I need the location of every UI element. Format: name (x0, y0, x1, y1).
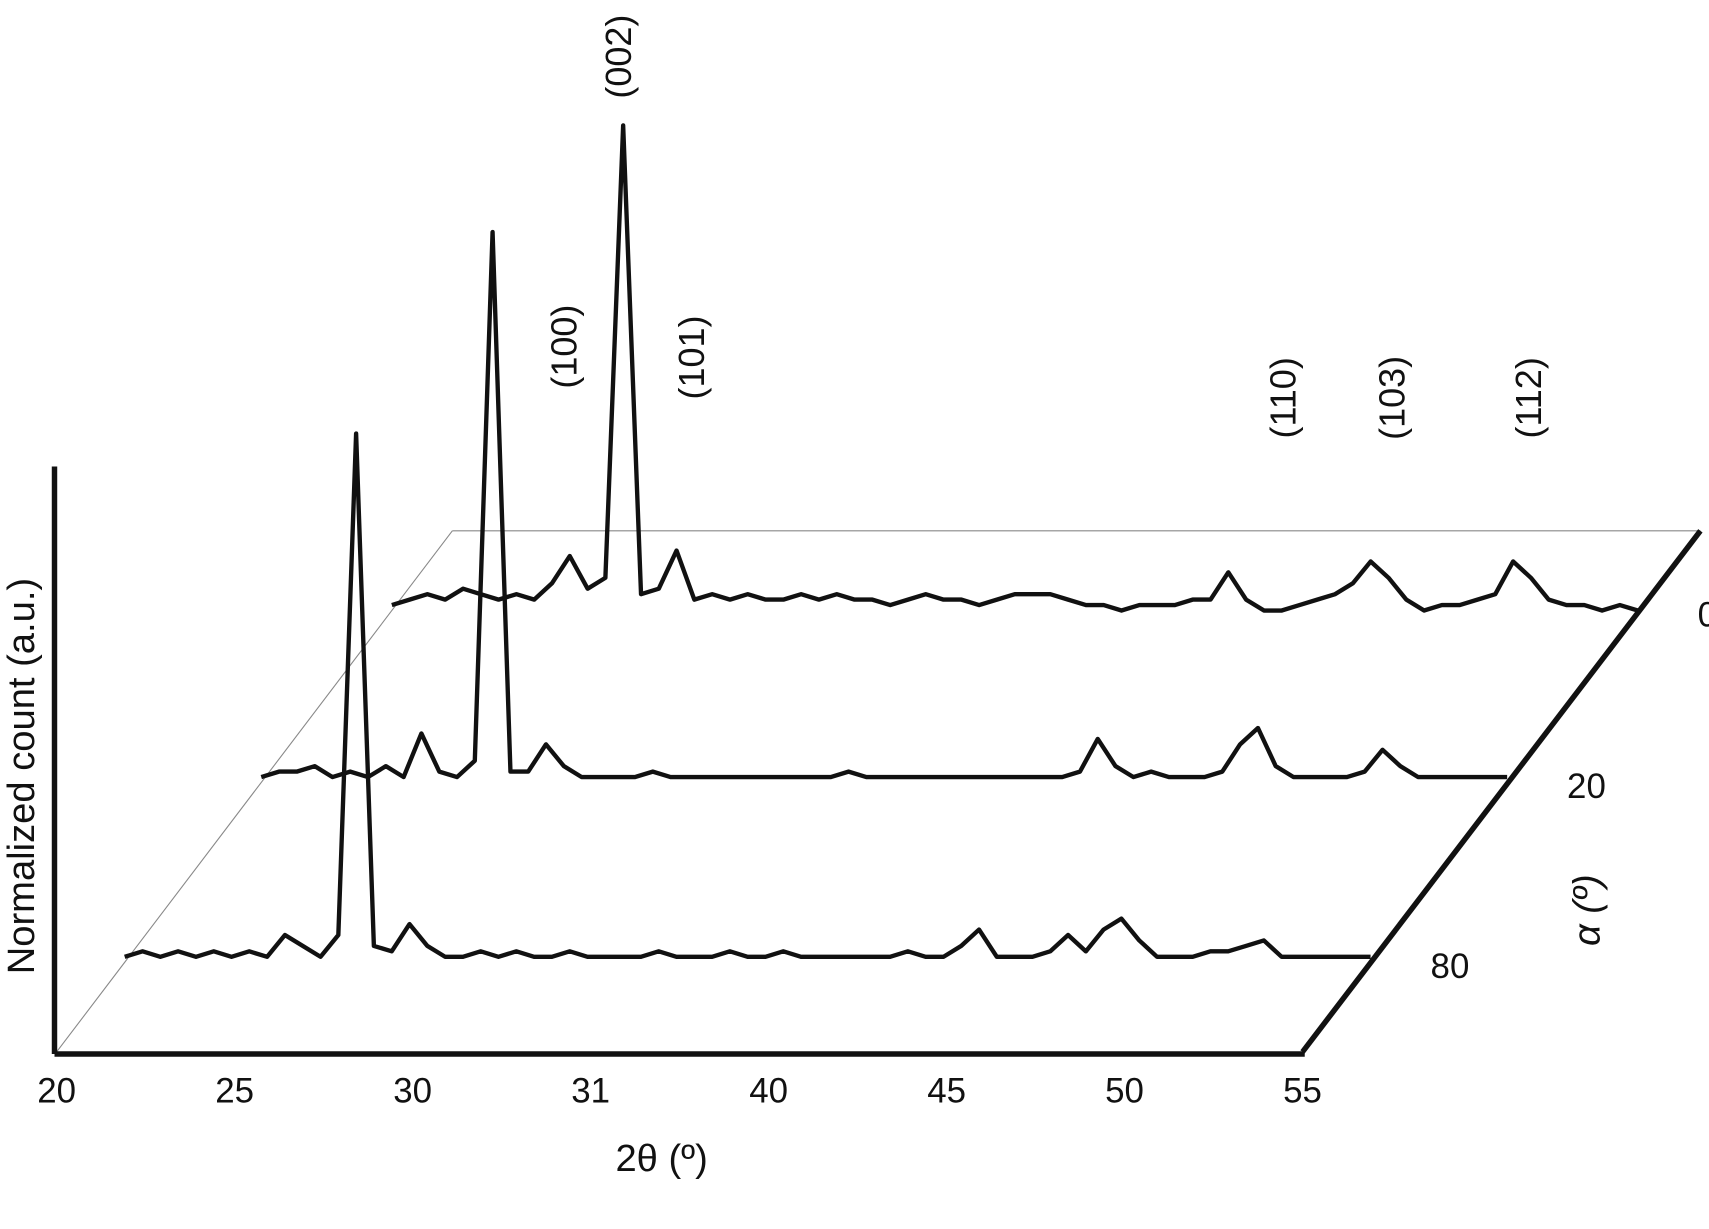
y-axis-label: Normalized count (a.u.) (0, 578, 43, 974)
peak-annotation: (112) (1508, 357, 1549, 438)
x-tick-label: 45 (927, 1071, 966, 1110)
depth-tick-label: 80 (1431, 947, 1470, 986)
x-tick-label: 30 (393, 1071, 432, 1110)
peak-annotation: (002) (598, 15, 639, 99)
depth-axis-label: α (º) (1565, 874, 1608, 946)
series-line (391, 123, 1639, 613)
peak-annotation: (103) (1372, 356, 1413, 440)
series-line (124, 431, 1371, 959)
x-tick-label: 31 (571, 1071, 610, 1110)
x-tick-label: 50 (1105, 1071, 1144, 1110)
peak-annotation: (110) (1263, 357, 1304, 438)
floor-left-edge (56, 530, 453, 1053)
plot-area: 2θ (º) Normalized count (a.u.) α (º) 20 2… (0, 15, 1709, 1180)
x-tick-label: 25 (215, 1071, 254, 1110)
x-axis-label: 2θ (º) (615, 1137, 707, 1180)
x-tick-label: 20 (37, 1071, 76, 1110)
x-tick-label: 55 (1283, 1071, 1322, 1110)
peak-annotation: (100) (543, 305, 584, 389)
series-line (260, 229, 1508, 780)
depth-tick-label: 0 (1698, 595, 1709, 634)
peak-annotation: (101) (671, 316, 712, 400)
depth-axis (1300, 529, 1703, 1054)
depth-tick-label: 20 (1567, 767, 1606, 806)
x-tick-label: 40 (749, 1071, 788, 1110)
